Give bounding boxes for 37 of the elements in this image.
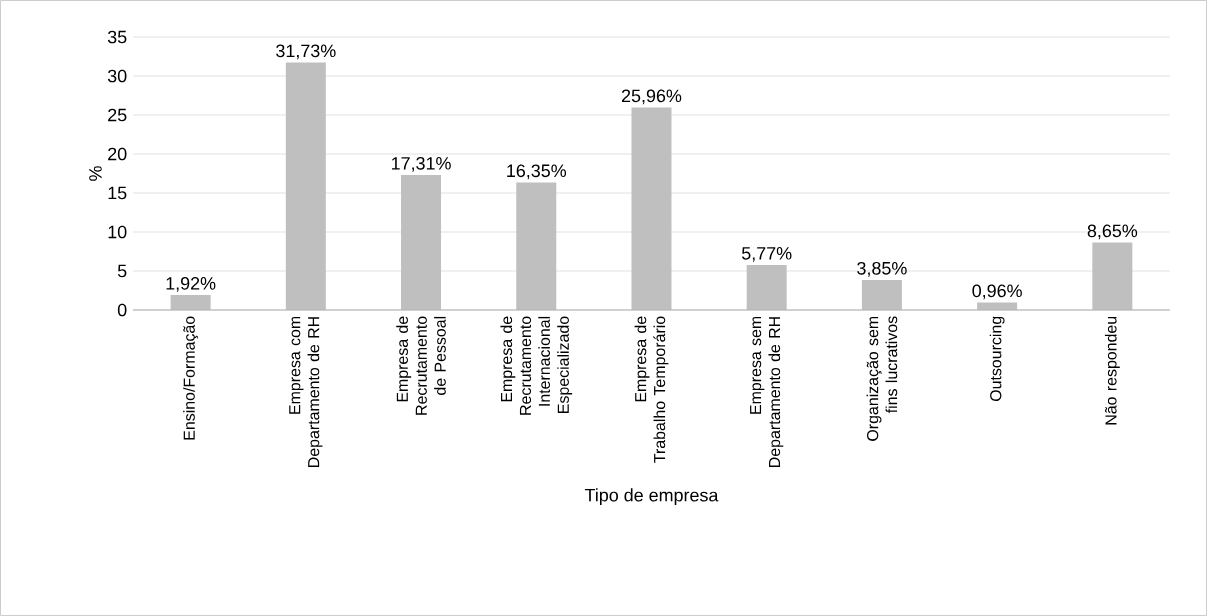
y-tick-label: 10 <box>108 225 127 239</box>
y-tick-label: 5 <box>117 264 127 278</box>
x-tick-label: Empresa sem Departamento de RH <box>750 316 784 467</box>
x-tick-label: Organização sem fins lucrativos <box>866 316 898 441</box>
x-tick-label: Empresa de Trabalho Temporário <box>634 316 669 463</box>
bar <box>977 302 1018 310</box>
bar <box>401 174 442 310</box>
y-tick-label: 25 <box>108 108 127 122</box>
data-label: 31,73% <box>276 44 336 60</box>
y-tick-label: 15 <box>108 186 127 200</box>
data-label: 17,31% <box>392 156 451 172</box>
data-label: 3,85% <box>857 261 907 277</box>
bar <box>516 182 557 310</box>
x-tick-label: Empresa com Departamento de RH <box>289 316 323 467</box>
data-label: 25,96% <box>621 89 682 105</box>
y-tick-label: 20 <box>108 147 127 161</box>
y-tick-label: 35 <box>107 30 127 44</box>
x-tick-label: Ensino/Formação <box>183 316 199 440</box>
bar <box>1092 242 1133 310</box>
x-axis-title: Tipo de empresa <box>584 488 719 506</box>
bar <box>631 107 672 310</box>
y-tick-label: 30 <box>107 69 127 83</box>
bar <box>746 264 787 310</box>
data-label: 5,77% <box>741 247 792 262</box>
x-tick-label: Empresa de Recrutamento de Pessoal <box>396 316 446 415</box>
x-tick-label: Outsourcing <box>989 316 1005 402</box>
x-tick-label: Não respondeu <box>1104 316 1120 425</box>
bar <box>170 295 211 310</box>
bar <box>285 62 326 310</box>
data-label: 1,92% <box>166 276 216 292</box>
data-label: 16,35% <box>507 164 567 180</box>
bar <box>861 279 902 310</box>
data-label: 8,65% <box>1087 224 1138 240</box>
y-tick-label: 0 <box>117 303 127 317</box>
y-axis-title: % <box>89 166 102 181</box>
data-label: 0,96% <box>972 284 1022 300</box>
x-tick-label: Empresa de Recrutamento Internacional Especializado <box>500 316 573 415</box>
